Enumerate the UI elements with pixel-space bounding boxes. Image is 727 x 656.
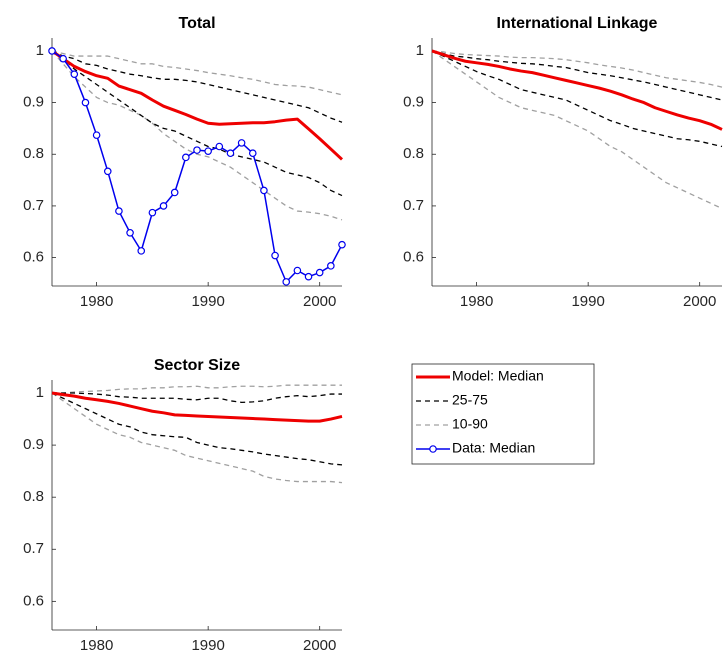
y-tick-label: 0.8 xyxy=(403,145,424,162)
legend-marker xyxy=(429,445,437,453)
legend-label: Data: Median xyxy=(452,440,535,456)
data-point xyxy=(204,147,212,155)
y-tick-label: 0.7 xyxy=(23,197,44,214)
chart-title: Sector Size xyxy=(154,357,240,374)
band-upper-line xyxy=(51,50,343,123)
data-point xyxy=(226,149,235,158)
data-point xyxy=(271,251,279,260)
x-tick-label: 1990 xyxy=(191,293,224,310)
data-point xyxy=(48,47,56,55)
band-upper-line xyxy=(431,50,723,88)
y-tick-label: 0.8 xyxy=(23,145,44,162)
band-lower-line xyxy=(431,50,723,210)
data-point xyxy=(81,98,90,107)
y-tick-label: 0.8 xyxy=(23,488,44,505)
legend-label: 10-90 xyxy=(452,416,488,432)
data-point xyxy=(148,208,157,217)
data-point xyxy=(193,146,201,154)
y-tick-label: 0.9 xyxy=(23,94,44,111)
band-lower-line xyxy=(51,50,343,221)
data-point xyxy=(338,240,346,249)
data-point xyxy=(137,247,146,255)
y-tick-label: 0.9 xyxy=(23,436,44,453)
data-point xyxy=(304,272,313,281)
x-tick-label: 2000 xyxy=(683,293,716,310)
band-lower-line xyxy=(51,392,343,466)
y-tick-label: 1 xyxy=(36,42,44,59)
data-point xyxy=(159,202,168,210)
series-line xyxy=(51,391,343,423)
data-point xyxy=(170,188,179,197)
data-point xyxy=(327,262,335,270)
y-tick-label: 0.6 xyxy=(403,249,424,266)
y-tick-label: 1 xyxy=(36,384,44,401)
x-tick-label: 1980 xyxy=(460,293,493,310)
band-upper-line xyxy=(431,50,723,101)
band-lower-line xyxy=(51,392,343,484)
y-tick-label: 1 xyxy=(416,42,424,59)
data-point xyxy=(59,54,67,63)
x-tick-label: 2000 xyxy=(303,637,336,654)
legend-label: Model: Median xyxy=(452,368,544,384)
data-point xyxy=(282,278,291,286)
legend-box xyxy=(411,363,595,465)
band-upper-line xyxy=(52,392,342,404)
y-tick-label: 0.9 xyxy=(403,94,424,111)
data-point xyxy=(103,167,112,176)
chart-title: International Linkage xyxy=(497,15,658,32)
data-point xyxy=(92,131,101,139)
series-line xyxy=(431,49,723,131)
band-lower-line xyxy=(431,50,723,148)
data-point xyxy=(237,139,246,147)
x-tick-label: 1990 xyxy=(191,637,224,654)
data-point xyxy=(293,266,302,275)
data-point xyxy=(115,207,123,215)
y-tick-label: 0.7 xyxy=(23,540,44,557)
x-tick-label: 1980 xyxy=(80,637,113,654)
y-tick-label: 0.6 xyxy=(23,249,44,266)
x-tick-label: 1980 xyxy=(80,293,113,310)
y-tick-label: 0.6 xyxy=(23,592,44,609)
band-upper-line xyxy=(51,50,343,96)
data-point xyxy=(215,142,224,151)
data-point xyxy=(260,186,268,195)
band-lower-line xyxy=(51,50,343,197)
y-tick-label: 0.7 xyxy=(403,197,424,214)
legend-label: 25-75 xyxy=(452,392,488,408)
data-point xyxy=(248,149,257,158)
data-point xyxy=(182,153,190,162)
x-tick-label: 1990 xyxy=(571,293,604,310)
series-line xyxy=(51,50,343,283)
data-point xyxy=(315,268,324,277)
data-point xyxy=(70,70,79,78)
chart-title: Total xyxy=(178,15,215,32)
x-tick-label: 2000 xyxy=(303,293,336,310)
series-line xyxy=(51,49,344,161)
band-upper-line xyxy=(52,384,342,394)
data-point xyxy=(126,228,134,237)
